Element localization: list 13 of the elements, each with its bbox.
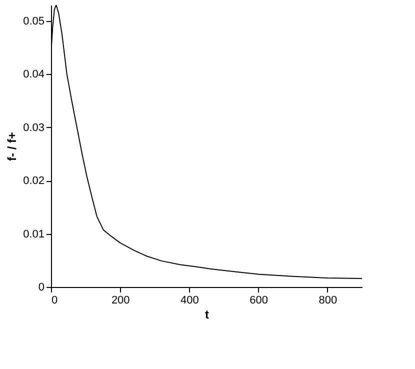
- x-tick-label: 600: [250, 294, 268, 306]
- x-tick-label: 800: [318, 294, 338, 306]
- x-tick-label: 0: [52, 294, 58, 306]
- y-tick-label: 0.05: [23, 15, 44, 28]
- x-tick-label: 400: [180, 294, 199, 306]
- x-axis-title: t: [205, 308, 209, 322]
- y-axis-title: f- / f+: [5, 132, 20, 161]
- y-tick-label: 0.04: [23, 68, 44, 81]
- y-tick-label: 0.01: [23, 228, 44, 240]
- y-tick-label: 0.03: [23, 122, 44, 134]
- y-tick-label: 0.02: [23, 175, 44, 188]
- x-tick-label: 200: [111, 294, 130, 306]
- y-tick-label: 0: [38, 282, 44, 294]
